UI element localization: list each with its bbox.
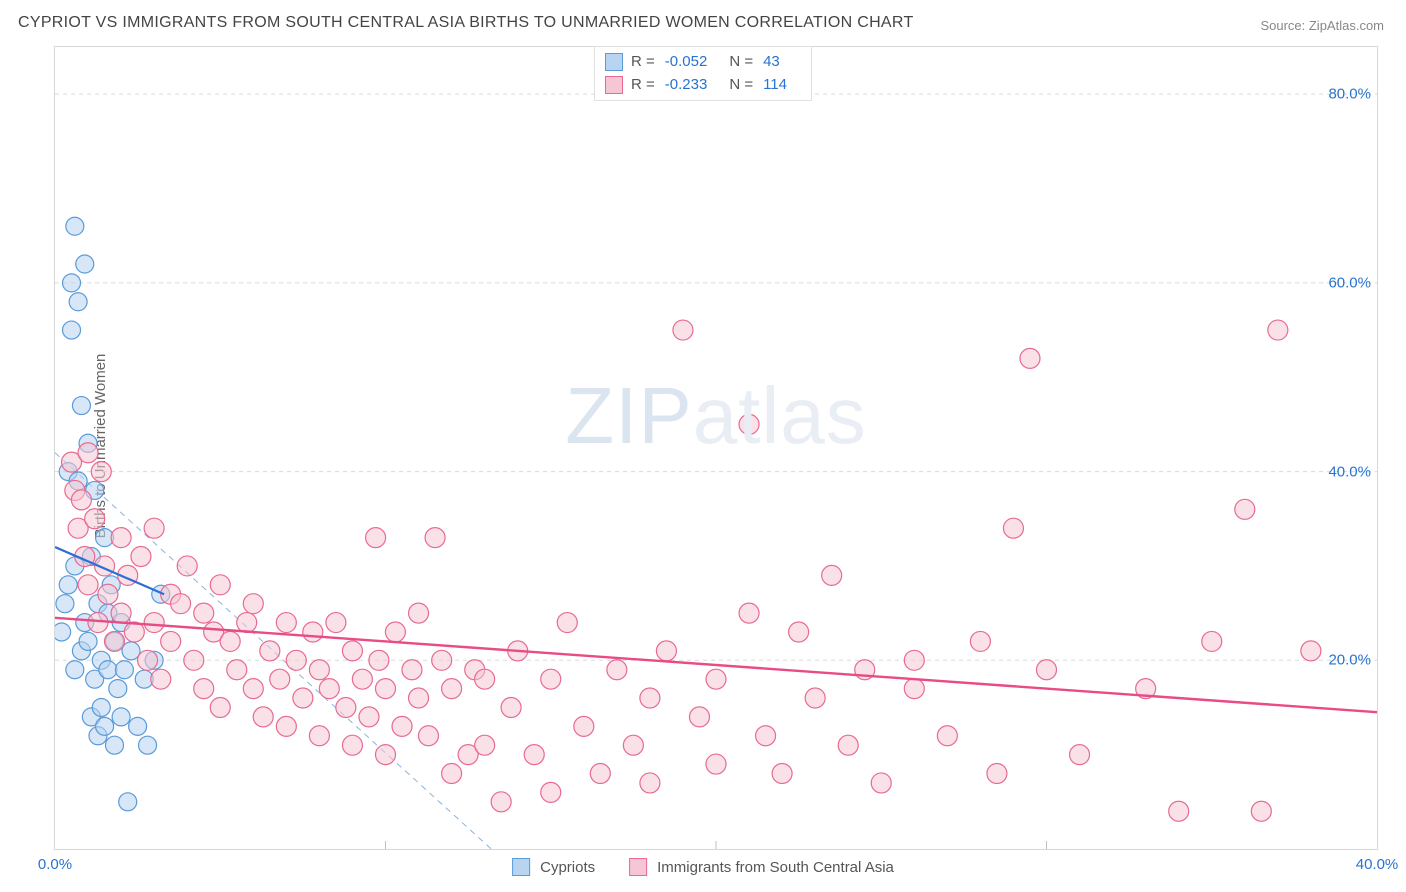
y-tick-label: 20.0% <box>1328 652 1371 669</box>
legend-row-cypriots: R = -0.052 N = 43 <box>605 51 801 74</box>
scatter-plot-svg <box>55 47 1377 849</box>
legend-label-cypriots: Cypriots <box>540 859 595 876</box>
legend-row-sca: R = -0.233 N = 114 <box>605 74 801 97</box>
n-label: N = <box>729 74 753 97</box>
swatch-sca <box>605 76 623 94</box>
y-tick-label: 80.0% <box>1328 86 1371 103</box>
chart-area: ZIPatlas 20.0%40.0%60.0%80.0% 0.0%40.0% <box>54 46 1378 850</box>
r-label: R = <box>631 74 655 97</box>
r-value-cypriots: -0.052 <box>665 51 708 74</box>
n-value-cypriots: 43 <box>763 51 780 74</box>
legend-label-sca: Immigrants from South Central Asia <box>657 859 894 876</box>
swatch-cypriots <box>605 53 623 71</box>
source-attribution: Source: ZipAtlas.com <box>1260 18 1384 33</box>
r-value-sca: -0.233 <box>665 74 708 97</box>
legend-correlation-stats: R = -0.052 N = 43 R = -0.233 N = 114 <box>594 46 812 101</box>
y-tick-label: 60.0% <box>1328 274 1371 291</box>
x-tick-label: 40.0% <box>1356 856 1399 873</box>
r-label: R = <box>631 51 655 74</box>
x-tick-label: 0.0% <box>38 856 72 873</box>
chart-title: CYPRIOT VS IMMIGRANTS FROM SOUTH CENTRAL… <box>18 14 914 32</box>
n-label: N = <box>729 51 753 74</box>
swatch-cypriots <box>512 858 530 876</box>
swatch-sca <box>629 858 647 876</box>
n-value-sca: 114 <box>763 74 787 97</box>
y-tick-label: 40.0% <box>1328 463 1371 480</box>
legend-series-names: Cypriots Immigrants from South Central A… <box>512 858 894 876</box>
